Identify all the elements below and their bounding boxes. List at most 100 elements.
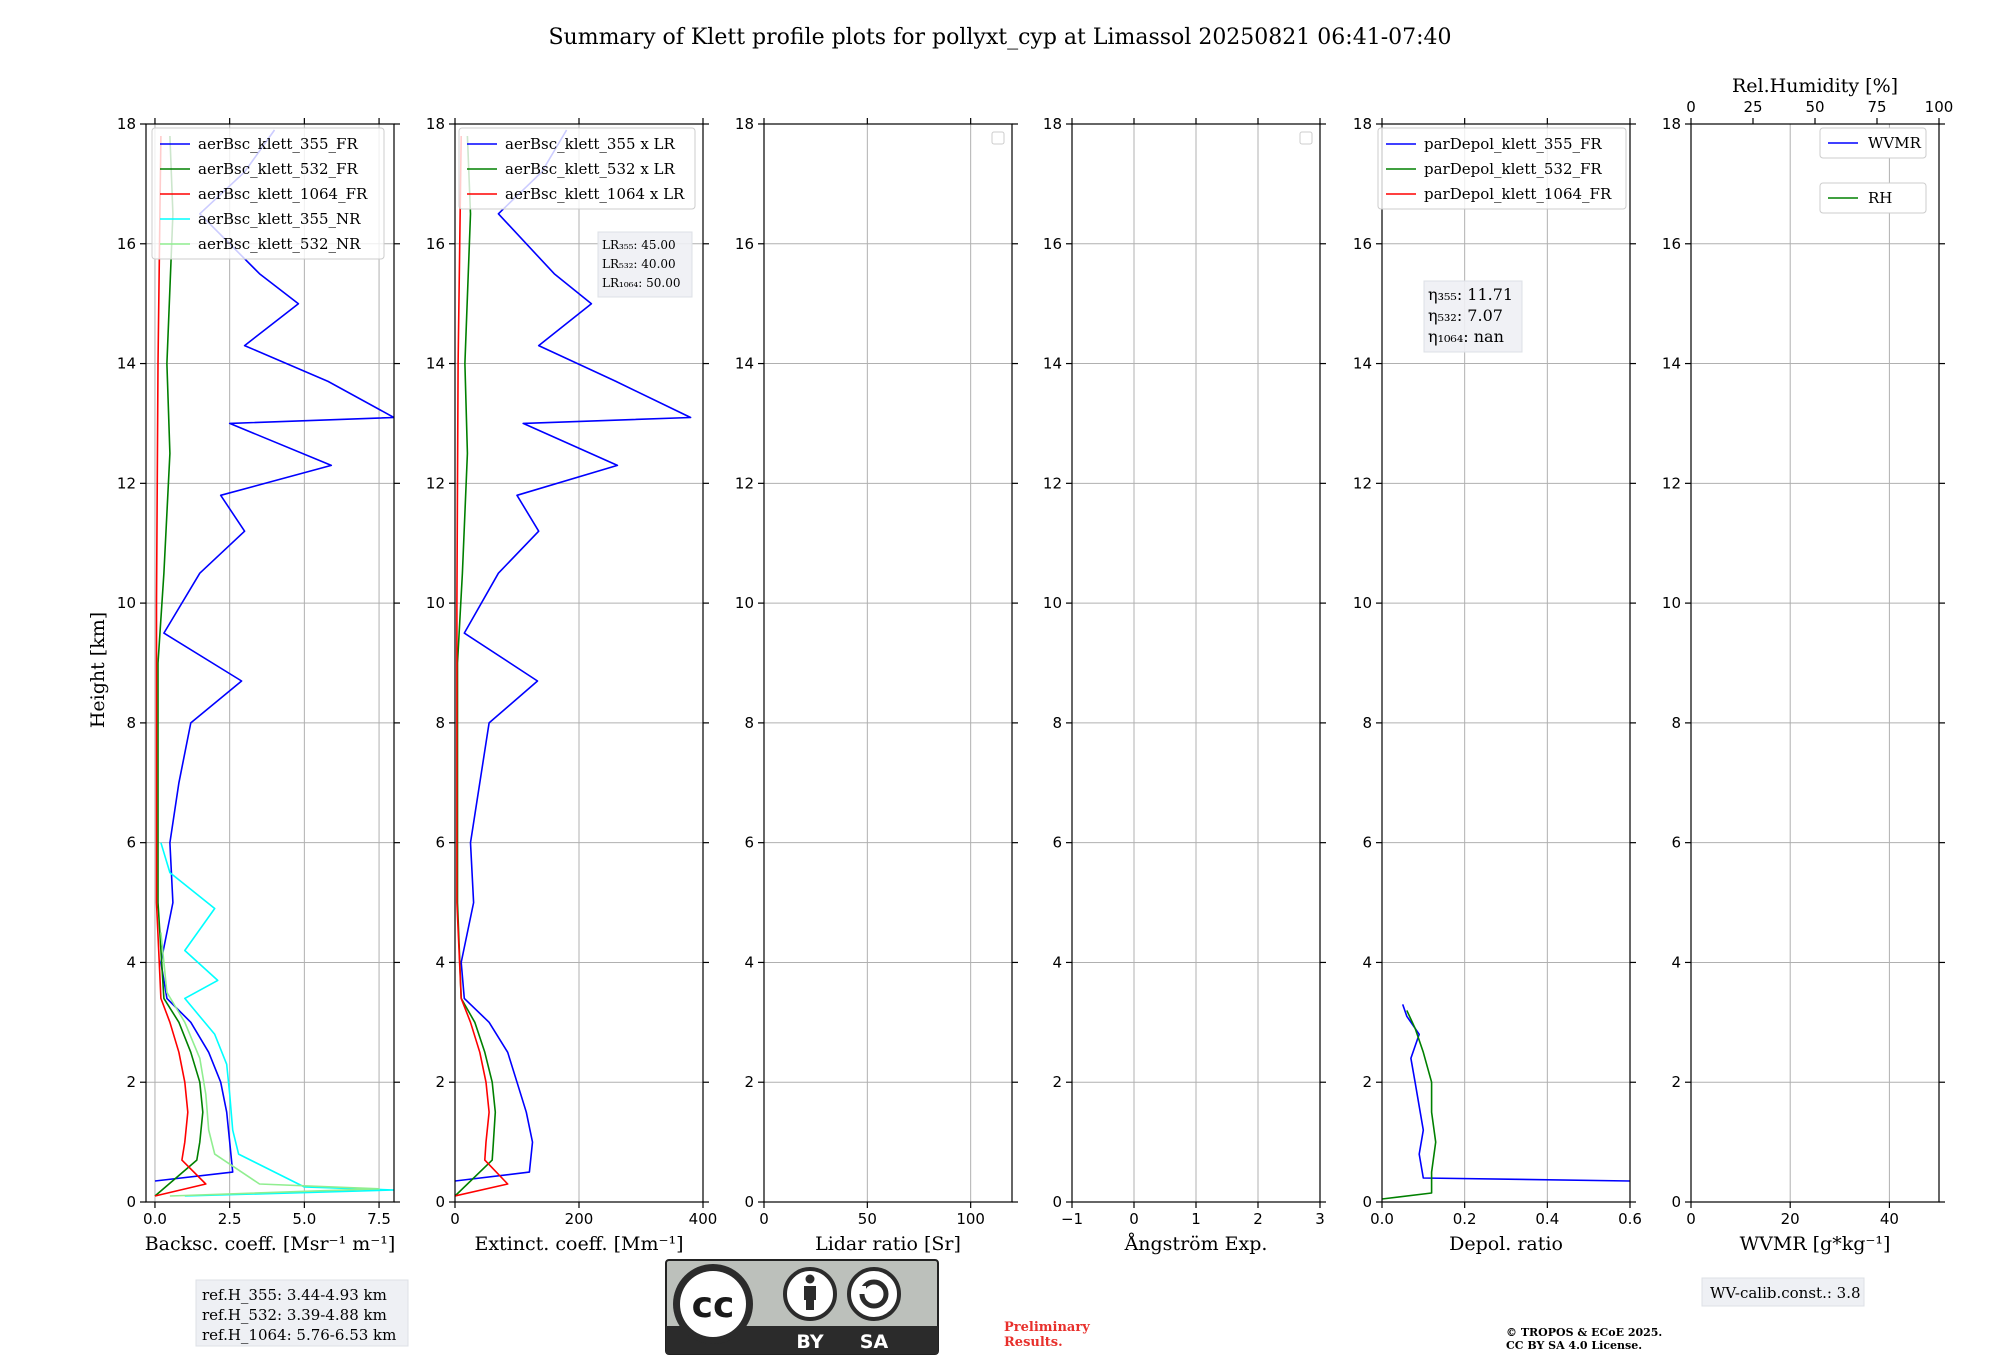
x-tick-label: 1 [1191, 1210, 1201, 1228]
legend-box [1819, 127, 1927, 159]
x-tick-label: 2.5 [218, 1210, 242, 1228]
legend-label: parDepol_klett_532_FR [1424, 160, 1602, 178]
y-tick-label: 4 [1362, 953, 1372, 971]
x-axis-label: WVMR [g*kg⁻¹] [1740, 1233, 1891, 1255]
top-x-tick-label: 0 [1686, 98, 1696, 116]
cc-sa-label: SA [860, 1331, 889, 1353]
axes-frame [1690, 123, 1940, 1203]
wv-calib-const: WV-calib.const.: 3.8 [1710, 1284, 1861, 1302]
y-tick-label: 16 [1353, 235, 1372, 253]
ref-height-1064: ref.H_1064: 5.76-6.53 km [202, 1326, 396, 1344]
y-tick-label: 0 [744, 1193, 754, 1211]
y-tick-label: 10 [1662, 594, 1681, 612]
x-tick-label: 7.5 [367, 1210, 391, 1228]
y-tick-label: 12 [117, 474, 136, 492]
y-tick-label: 16 [117, 235, 136, 253]
y-tick-label: 0 [1052, 1193, 1062, 1211]
axes-frame [1381, 123, 1631, 1203]
legend-label: parDepol_klett_355_FR [1424, 135, 1602, 153]
y-tick-label: 4 [435, 953, 445, 971]
ref-height-box: ref.H_355: 3.44-4.93 km ref.H_532: 3.39-… [195, 1279, 409, 1347]
cc-by-sa-logo: cc BY SA [665, 1259, 939, 1355]
x-tick-label: 0.4 [1535, 1210, 1559, 1228]
y-tick-label: 12 [426, 474, 445, 492]
cc-logo-text: cc [692, 1285, 735, 1326]
empty-legend-box [1299, 131, 1313, 145]
preliminary-label-line1: Preliminary [1004, 1320, 1090, 1335]
y-tick-label: 2 [1671, 1073, 1681, 1091]
y-tick-label: 8 [1671, 714, 1681, 732]
x-tick-label: 0 [450, 1210, 460, 1228]
panel-lidar_ratio: 0 2 4 6 8 10 12 14 16 18 0 50 100 Lidar ratio [Sr] [735, 115, 1018, 1255]
y-tick-label: 0 [1362, 1193, 1372, 1211]
series-line-aerBsc_klett_355_FR [154, 129, 394, 1182]
y-tick-label: 18 [1353, 115, 1372, 133]
y-tick-label: 10 [1353, 594, 1372, 612]
legend-label: aerBsc_klett_1064_FR [198, 185, 368, 203]
x-tick-label: 0 [759, 1210, 769, 1228]
y-tick-label: 2 [435, 1073, 445, 1091]
top-x-tick-label: 25 [1743, 98, 1762, 116]
x-tick-label: 40 [1880, 1210, 1899, 1228]
y-tick-label: 0 [126, 1193, 136, 1211]
figure-title: Summary of Klett profile plots for polly… [548, 25, 1451, 50]
y-tick-label: 8 [1052, 714, 1062, 732]
series-line-parDepol_klett_532_FR [1382, 1010, 1437, 1200]
y-tick-label: 18 [1662, 115, 1681, 133]
y-tick-label: 0 [1671, 1193, 1681, 1211]
legend-label: aerBsc_klett_532 x LR [505, 160, 676, 178]
y-tick-label: 16 [1043, 235, 1062, 253]
series-group [154, 129, 394, 1197]
legend-label: aerBsc_klett_532_NR [198, 235, 361, 253]
cc-by-label: BY [796, 1331, 823, 1353]
y-tick-label: 2 [744, 1073, 754, 1091]
legend: parDepol_klett_355_FR parDepol_klett_532_… [1377, 127, 1627, 210]
y-tick-label: 14 [735, 355, 754, 373]
y-tick-label: 12 [1043, 474, 1062, 492]
y-tick-label: 18 [117, 115, 136, 133]
y-axis-label: Height [km] [87, 612, 109, 728]
legend: WVMR RH [1819, 127, 1927, 214]
y-tick-label: 4 [1052, 953, 1062, 971]
y-tick-label: 14 [1662, 355, 1681, 373]
series-line-aerBsc_klett_532_NR [160, 932, 380, 1197]
wv-calib-box: WV-calib.const.: 3.8 [1701, 1277, 1865, 1307]
top-x-tick-label: 50 [1805, 98, 1824, 116]
y-tick-label: 10 [735, 594, 754, 612]
series-line-parDepol_klett_355_FR [1401, 1004, 1630, 1182]
x-tick-label: 0 [1129, 1210, 1139, 1228]
panel-wvmr: 0 2 4 6 8 10 12 14 16 18 0 20 40 WVMR [g*kg⁻¹] 0 25 50 75… [1662, 75, 1953, 1255]
y-tick-label: 8 [126, 714, 136, 732]
y-tick-label: 12 [1662, 474, 1681, 492]
legend-label: WVMR [1868, 134, 1922, 152]
x-axis-label: Extinct. coeff. [Mm⁻¹] [474, 1233, 683, 1255]
y-tick-label: 14 [1353, 355, 1372, 373]
x-tick-label: 0.0 [143, 1210, 167, 1228]
legend-box [1377, 127, 1627, 210]
y-tick-label: 16 [426, 235, 445, 253]
annotation-line: LR₃₅₅: 45.00 [602, 238, 676, 252]
y-tick-label: 4 [1671, 953, 1681, 971]
y-tick-label: 10 [1043, 594, 1062, 612]
y-tick-label: 8 [744, 714, 754, 732]
empty-legend-box [991, 131, 1005, 145]
x-tick-label: 5.0 [292, 1210, 316, 1228]
axes-frame [763, 123, 1013, 1203]
legend-box [1819, 182, 1927, 214]
legend-label: aerBsc_klett_1064 x LR [505, 185, 685, 203]
copyright-line2: CC BY SA 4.0 License. [1506, 1339, 1642, 1352]
y-tick-label: 12 [735, 474, 754, 492]
ref-height-355: ref.H_355: 3.44-4.93 km [202, 1286, 387, 1304]
y-tick-label: 4 [744, 953, 754, 971]
annotation-bg [597, 231, 693, 298]
y-tick-label: 2 [1362, 1073, 1372, 1091]
series-group [455, 129, 692, 1197]
panel-backscatter: 0 2 4 6 8 10 12 14 16 18 0.0 2.5 5.0 7.5 Backsc. coeff… [117, 115, 400, 1255]
axes-frame [145, 123, 395, 1203]
preliminary-label-line2: Results. [1004, 1335, 1063, 1350]
legend: aerBsc_klett_355 x LR aerBsc_klett_532 x … [458, 127, 696, 210]
legend-label: aerBsc_klett_355 x LR [505, 135, 676, 153]
legend-box [458, 127, 696, 210]
